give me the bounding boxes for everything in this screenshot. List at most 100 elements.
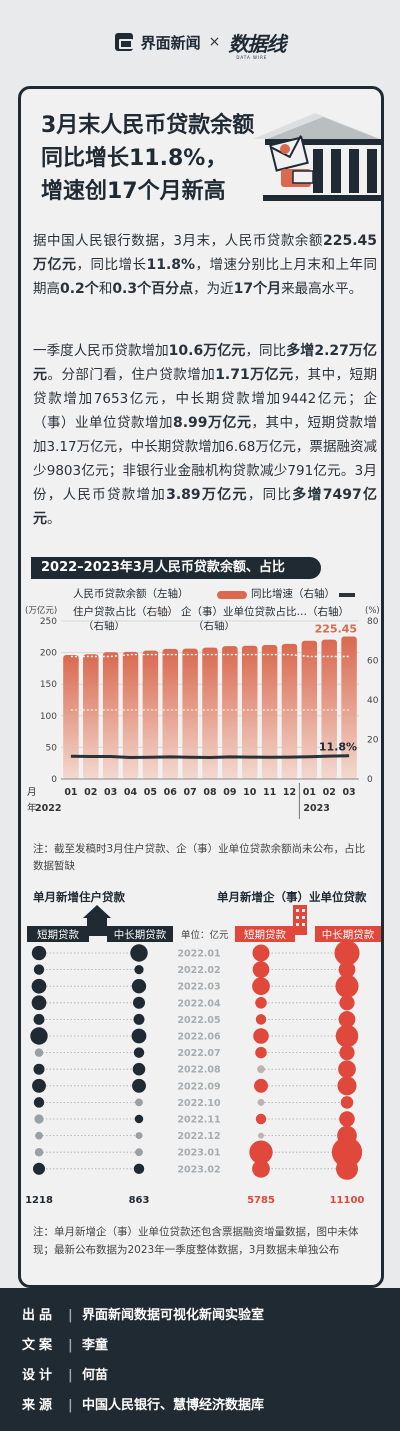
enterprise-long-dot — [336, 1157, 358, 1180]
year-tick-label: 2022 — [35, 803, 61, 814]
month-axis-label: 月 — [27, 787, 37, 798]
household-long-total: 863 — [129, 1195, 150, 1206]
intro-paragraph: 据中国人民银行数据，3月末，人民币贷款余额225.45万亿元，同比增长11.8%… — [33, 229, 377, 301]
brand-left: 界面新闻 — [140, 33, 201, 52]
monthly-new-loans-chart: 单月新增住户贷款 单月新增企（事）业单位贷款 短期贷款 中长期贷款 单位：亿元 … — [25, 890, 381, 1206]
enterprise-long-dot — [335, 1024, 359, 1048]
household-long-dot — [131, 979, 147, 994]
household-short-total: 1218 — [25, 1195, 53, 1206]
month-tick-label: 06 — [164, 787, 178, 798]
highlight-figure: 3.89万亿元 — [166, 487, 248, 503]
right-tick-label: 0 — [367, 775, 373, 785]
credits-footer: 出品 | 界面新闻数据可视化新闻实验室 文案 | 李童 设计 | 何苗 来源 | 中国人民银行、… — [0, 1288, 400, 1431]
svg-text:（右轴）: （右轴） — [193, 619, 235, 632]
household-short-dot — [35, 1131, 43, 1140]
household-long-dot — [133, 1163, 145, 1175]
enterprise-long-dot — [335, 974, 359, 998]
household-long-dot — [133, 1047, 145, 1058]
month-label: 2022.11 — [177, 1115, 220, 1126]
enterprise-long-dot — [337, 1076, 357, 1096]
month-label: 2022.01 — [177, 949, 220, 960]
enterprise-short-dot — [252, 944, 270, 962]
enterprise-long-dot — [331, 1137, 363, 1168]
highlight-figure: 0.2个 — [60, 281, 99, 297]
household-long-dot — [133, 1013, 145, 1025]
household-long-label: 中长期贷款 — [114, 928, 167, 941]
month-label: 2022.12 — [177, 1131, 220, 1142]
text-run: ，其中，短期贷款增加7653亿元，中长期贷款增加9442亿元；企（事）业单位贷款… — [33, 367, 378, 431]
balance-bar — [341, 636, 357, 779]
enterprise-short-dot — [257, 1132, 265, 1139]
enterprise-short-dot — [252, 1159, 270, 1178]
month-tick-label: 07 — [184, 787, 197, 798]
household-short-dot — [33, 1013, 45, 1025]
enterprise-short-dot — [252, 961, 270, 978]
month-label: 2022.03 — [177, 982, 220, 993]
left-tick-label: 0 — [51, 775, 57, 785]
month-label: 2022.08 — [177, 1065, 221, 1076]
enterprise-short-dot — [255, 1046, 267, 1059]
month-tick-label: 05 — [144, 787, 157, 798]
text-run: ，其中，短期贷款增加3.17万亿元，中长期贷款增加6.68万亿元，票据融资减少9… — [33, 415, 378, 503]
right-axis-unit: (%) — [365, 606, 380, 616]
enterprise-short-dot — [255, 1014, 267, 1025]
headline-line-2: 同比增长11.8%， — [41, 146, 228, 171]
household-short-dot — [31, 978, 47, 994]
left-tick-label: 100 — [40, 712, 57, 722]
text-run: ，同比 — [247, 487, 293, 503]
bank-building-icon — [253, 113, 381, 201]
highlight-figure: 225.45万亿元 — [33, 233, 377, 273]
legend-growth: 同比增速（右轴） — [251, 587, 335, 600]
highlight-figure: 0.3个百分点 — [112, 281, 194, 297]
enterprise-short-label-bg — [235, 926, 295, 942]
month-label: 2022.02 — [177, 965, 220, 976]
text-run: 。分部门看，住户贷款增加 — [47, 367, 216, 383]
household-short-dot — [32, 1162, 46, 1175]
legend-balance-swatch — [217, 591, 247, 599]
right-tick-label: 20 — [367, 736, 379, 746]
enterprise-long-label-bg — [315, 926, 381, 942]
highlight-figure: 17个月 — [233, 281, 282, 297]
household-short-dot — [30, 1027, 48, 1045]
enterprise-short-total: 5785 — [247, 1195, 275, 1206]
month-tick-label: 11 — [263, 787, 276, 798]
enterprise-long-total: 11100 — [330, 1195, 365, 1206]
household-long-dot — [132, 1078, 146, 1093]
enterprise-long-label: 中长期贷款 — [322, 928, 375, 941]
month-label: 2022.09 — [177, 1081, 220, 1092]
chart-note-1: 注：截至发稿时3月住户贷款、企（事）业单位贷款余额尚未公布，占比数据暂缺 — [33, 843, 366, 872]
text-run: 来最高水平。 — [281, 281, 363, 297]
month-label: 2022.04 — [177, 998, 221, 1009]
enterprise-long-dot — [334, 940, 360, 966]
month-tick-label: 08 — [203, 787, 217, 798]
credit-row-writer: 文案 | 李童 — [22, 1338, 109, 1353]
text-run: 据中国人民银行数据，3月末，人民币贷款余额 — [33, 233, 323, 249]
balance-bar — [202, 647, 218, 779]
highlight-figure: 多增7497亿元 — [33, 487, 378, 527]
household-short-dot — [34, 1048, 44, 1057]
enterprise-short-label: 短期贷款 — [244, 928, 286, 941]
household-short-dot — [31, 995, 47, 1011]
legend-household: 住户贷款占比（右轴） — [73, 605, 178, 618]
credit-row-producer: 出品 | 界面新闻数据可视化新闻实验室 — [22, 1308, 265, 1323]
detail-paragraph: 一季度人民币贷款增加10.6万亿元，同比多增2.27万亿元。分部门看，住户贷款增… — [33, 339, 377, 531]
right-tick-label: 80 — [367, 617, 379, 627]
household-short-dot — [33, 1063, 45, 1075]
month-tick-label: 01 — [303, 787, 316, 798]
headline-line-1: 3月末人民币贷款余额 — [41, 113, 255, 138]
credit-row-designer: 设计 | 何苗 — [22, 1368, 109, 1383]
household-long-dot — [130, 944, 148, 962]
month-label: 2022.10 — [177, 1098, 221, 1109]
svg-text:（右轴）: （右轴） — [83, 619, 125, 632]
enterprise-long-dot — [338, 1060, 356, 1079]
enterprise-long-dot — [339, 1045, 355, 1061]
main-card: 3月末人民币贷款余额 同比增长11.8%， 增速创17个月新高 据中国人民银行数… — [18, 86, 384, 1288]
balance-bar — [63, 655, 79, 779]
right-tick-label: 40 — [367, 696, 379, 706]
last-balance-label: 225.45 — [315, 623, 357, 636]
text-run: ，增速分别比上月末和上年同期高 — [33, 257, 378, 297]
left-tick-label: 250 — [40, 617, 57, 627]
text-run: 一季度人民币贷款增加 — [33, 343, 169, 359]
highlight-figure: 8.99万亿元 — [172, 415, 252, 431]
left-tick-label: 150 — [40, 680, 57, 690]
